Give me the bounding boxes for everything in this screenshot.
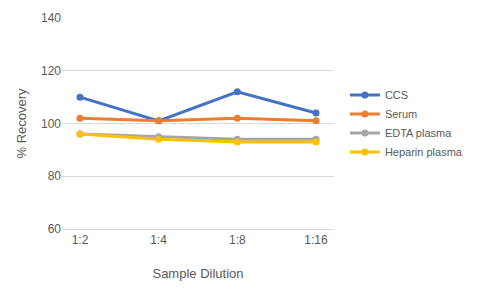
svg-text:Serum: Serum [385,108,417,120]
svg-text:Heparin plasma: Heparin plasma [385,146,463,158]
svg-text:140: 140 [41,11,61,25]
svg-text:1:2: 1:2 [72,233,89,247]
svg-text:1:8: 1:8 [229,233,246,247]
svg-text:1:16: 1:16 [304,233,328,247]
svg-text:60: 60 [48,222,62,236]
svg-text:CCS: CCS [385,89,408,101]
svg-text:EDTA plasma: EDTA plasma [385,127,452,139]
svg-text:Sample Dilution: Sample Dilution [152,266,243,281]
svg-text:80: 80 [48,169,62,183]
svg-text:% Recovery: % Recovery [14,88,29,159]
svg-text:100: 100 [41,117,61,131]
svg-text:120: 120 [41,64,61,78]
svg-text:1:4: 1:4 [150,233,167,247]
